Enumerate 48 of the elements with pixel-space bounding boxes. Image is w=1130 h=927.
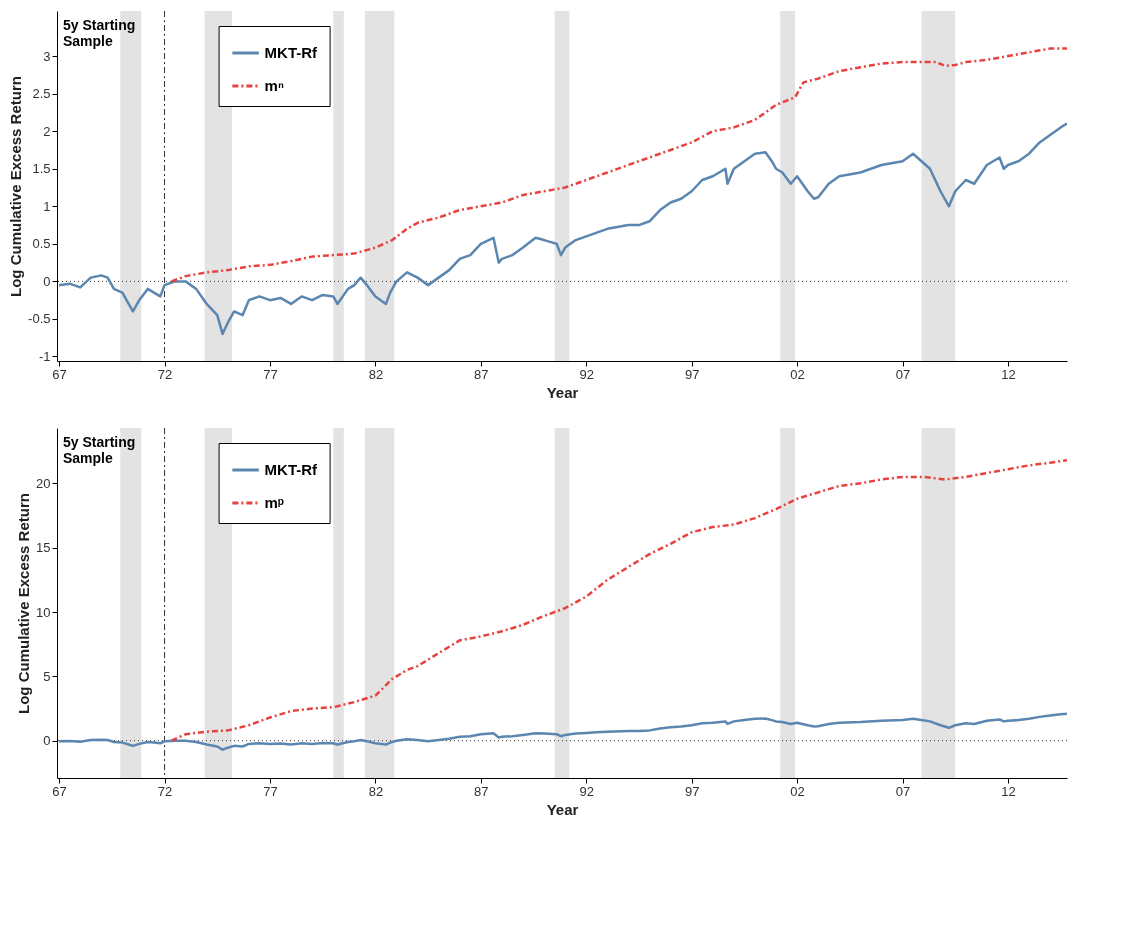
x-tick-label: 97 (684, 783, 700, 799)
x-tick-label: 02 (790, 783, 805, 799)
x-tick-label: 07 (895, 366, 911, 382)
y-tick-label: 1.5 (32, 161, 51, 177)
x-tick-label: 82 (368, 366, 384, 382)
y-tick-label: -0.5 (28, 311, 51, 327)
y-tick-label: 0.5 (32, 236, 51, 252)
y-tick-label: 1 (43, 198, 51, 214)
line-series (170, 47, 1067, 283)
y-tick-label: 0 (43, 733, 51, 749)
x-tick-label: 12 (1001, 366, 1016, 382)
y-tick-label: 15 (36, 540, 51, 556)
x-tick-label: 77 (263, 366, 278, 382)
line-series (170, 458, 1067, 742)
x-tick-label: 72 (157, 366, 173, 382)
y-tick-label: -1 (38, 348, 51, 364)
x-tick-label: 82 (368, 783, 384, 799)
x-tick-label: 12 (1001, 783, 1016, 799)
x-tick-label: 77 (263, 783, 278, 799)
y-tick-label: 0 (43, 273, 51, 289)
legend-label: MKT-Rf (264, 461, 319, 478)
legend-label: mⁿ (264, 77, 284, 94)
x-tick-label: 97 (684, 366, 700, 382)
x-tick-label: 67 (52, 366, 67, 382)
y-tick-label: 10 (36, 604, 51, 620)
legend-label: MKT-Rf (264, 44, 319, 61)
x-tick-label: 07 (895, 783, 911, 799)
line-series (57, 712, 1067, 751)
y-tick-label: 20 (36, 475, 51, 491)
y-tick-label: 2.5 (32, 86, 51, 102)
ref-line-label: 5y Starting Sample (63, 434, 136, 466)
y-tick-label: 2 (43, 123, 51, 139)
x-tick-label: 87 (474, 366, 489, 382)
y-axis-title: Log Cumulative Excess Return (7, 76, 25, 297)
y-tick-label: 5 (43, 668, 51, 684)
x-tick-label: 67 (52, 783, 67, 799)
x-tick-label: 92 (579, 783, 594, 799)
y-tick-label: 3 (43, 48, 51, 64)
x-tick-label: 92 (579, 366, 594, 382)
x-axis-title: Year (546, 800, 579, 818)
x-axis-title: Year (546, 383, 579, 401)
ref-line-label: 5y Starting Sample (63, 17, 136, 49)
y-axis-title: Log Cumulative Excess Return (15, 493, 33, 714)
x-tick-label: 87 (474, 783, 489, 799)
legend-label: mᵖ (264, 494, 284, 511)
line-series (57, 122, 1067, 336)
x-tick-label: 02 (790, 366, 805, 382)
x-tick-label: 72 (157, 783, 173, 799)
